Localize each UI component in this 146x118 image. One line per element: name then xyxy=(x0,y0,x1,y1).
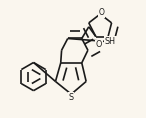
Text: O: O xyxy=(99,8,104,17)
Text: S: S xyxy=(69,93,74,102)
Text: SH: SH xyxy=(105,37,116,46)
Text: O: O xyxy=(96,40,102,49)
